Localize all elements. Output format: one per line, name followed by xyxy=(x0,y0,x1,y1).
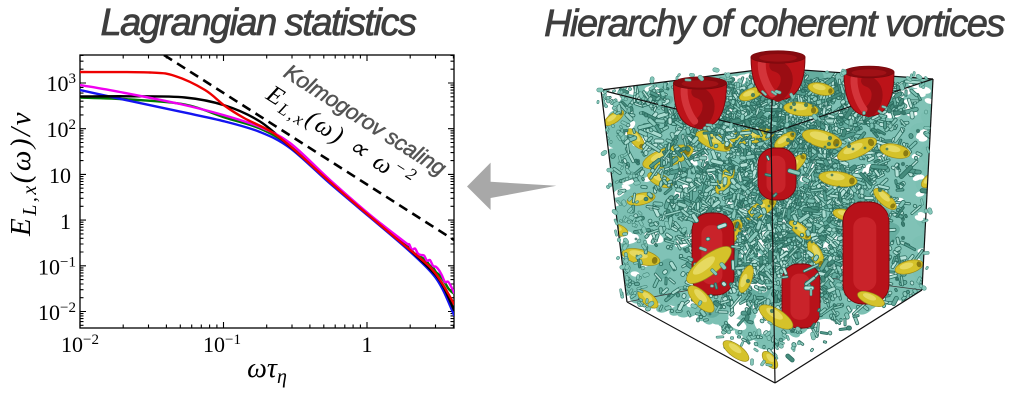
svg-text:Hierarchy of coherent vortices: Hierarchy of coherent vortices xyxy=(544,3,1005,45)
svg-text:Lagrangian statistics: Lagrangian statistics xyxy=(101,2,417,44)
svg-text:1: 1 xyxy=(60,209,71,234)
svg-text:10−2: 10−2 xyxy=(38,300,76,325)
svg-text:10: 10 xyxy=(49,163,71,188)
svg-text:EL,x(ω)/ν: EL,x(ω)/ν xyxy=(5,110,41,237)
svg-text:10−2: 10−2 xyxy=(61,332,99,357)
svg-text:1: 1 xyxy=(362,332,373,357)
